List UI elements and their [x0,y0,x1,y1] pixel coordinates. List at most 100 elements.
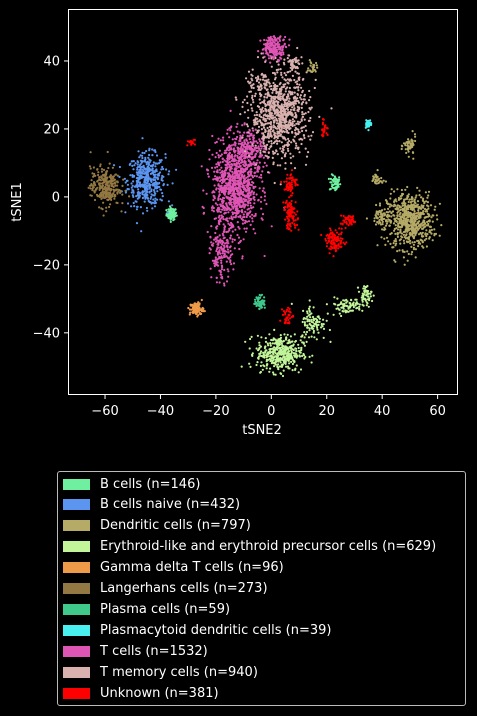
data-point [340,314,343,318]
data-point [416,239,419,242]
data-point [414,217,417,220]
data-point [241,222,244,225]
data-point [320,326,323,329]
data-point [157,174,161,177]
data-point [98,183,101,186]
data-point [243,221,247,224]
data-point [350,309,353,312]
data-point [261,106,264,109]
data-point [228,145,231,148]
data-point [239,137,242,141]
data-point [235,159,238,162]
data-point [259,364,262,367]
data-point [133,205,136,208]
data-point [248,148,251,151]
data-point [279,114,282,117]
data-point [139,167,142,170]
data-point [257,81,261,84]
data-point [149,201,152,204]
data-point [412,243,415,246]
data-point [188,308,191,311]
data-point [246,212,249,215]
data-point [286,108,290,111]
data-point [290,162,293,165]
data-point [269,55,272,58]
data-point [278,38,281,41]
data-point [139,206,142,209]
data-point [284,118,287,121]
data-point [231,179,234,182]
data-point [297,89,300,92]
data-point [222,234,225,237]
data-point [245,176,248,179]
data-point [384,224,388,227]
data-point [243,182,246,185]
data-point [282,85,285,89]
data-point [280,342,283,345]
data-point [414,224,417,227]
data-point [171,210,174,213]
data-point [217,195,220,198]
data-point [253,196,256,199]
data-point [252,86,255,90]
data-point [265,155,269,158]
data-point [249,210,252,213]
data-point [155,154,159,157]
data-point [407,193,410,196]
data-point [219,210,222,214]
data-point [269,133,272,136]
data-point [221,241,224,244]
data-point [358,305,361,308]
data-point [156,186,159,190]
data-point [226,128,229,131]
data-point [208,158,211,161]
data-point [112,164,116,167]
data-point [286,78,289,81]
data-point [427,213,430,216]
series-7-points [364,119,373,132]
data-point [435,214,438,217]
data-point [348,301,351,305]
data-point [279,90,282,93]
data-point [227,251,230,254]
data-point [263,296,266,299]
data-point [285,357,288,360]
data-point [235,125,238,128]
data-point [280,71,283,74]
data-point [246,213,249,216]
data-point [425,200,428,203]
data-point [240,159,243,162]
data-point [255,79,258,83]
data-point [102,168,106,171]
data-point [375,215,378,218]
data-point [387,240,390,243]
data-point [303,323,306,326]
data-point [165,168,168,171]
data-point [162,175,165,178]
data-point [168,170,171,173]
data-point [258,138,261,141]
data-point [241,257,244,260]
data-point [202,189,205,192]
data-point [272,352,275,355]
data-point [304,317,307,320]
data-point [259,85,262,88]
data-point [354,304,357,307]
data-point [116,180,119,183]
data-point [259,144,262,148]
data-point [220,153,223,156]
data-point [387,207,390,210]
data-point [291,358,294,361]
data-point [172,212,175,215]
data-point [237,236,241,239]
data-point [124,189,127,192]
data-point [189,311,192,314]
data-point [380,213,383,216]
data-point [406,140,409,143]
data-point [269,367,272,370]
data-point [258,344,261,347]
data-point [418,220,421,223]
data-point [275,117,278,121]
data-point [244,219,247,222]
data-point [300,86,303,89]
